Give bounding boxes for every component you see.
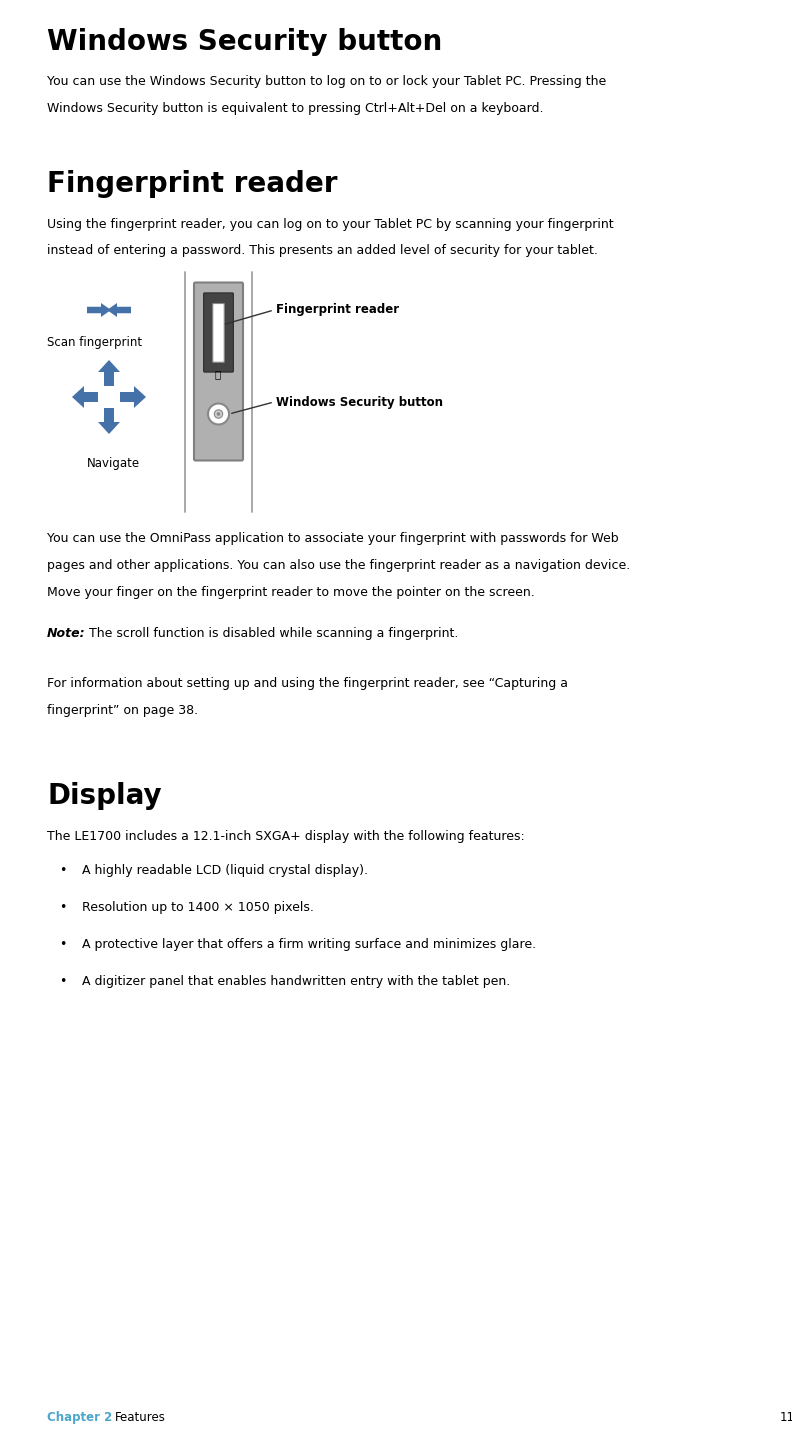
Text: Resolution up to 1400 × 1050 pixels.: Resolution up to 1400 × 1050 pixels. bbox=[82, 902, 314, 914]
Circle shape bbox=[215, 409, 223, 418]
Text: 🔑: 🔑 bbox=[215, 369, 221, 379]
Text: •: • bbox=[59, 937, 67, 952]
Text: •: • bbox=[59, 975, 67, 987]
Text: A protective layer that offers a firm writing surface and minimizes glare.: A protective layer that offers a firm wr… bbox=[82, 937, 536, 952]
Text: •: • bbox=[59, 864, 67, 877]
Text: You can use the OmniPass application to associate your fingerprint with password: You can use the OmniPass application to … bbox=[47, 532, 619, 545]
Text: •: • bbox=[59, 902, 67, 914]
Text: Windows Security button is equivalent to pressing Ctrl+Alt+Del on a keyboard.: Windows Security button is equivalent to… bbox=[47, 102, 543, 114]
Circle shape bbox=[217, 412, 220, 416]
FancyBboxPatch shape bbox=[194, 282, 243, 461]
Polygon shape bbox=[107, 303, 131, 318]
Text: 11: 11 bbox=[779, 1411, 792, 1424]
Text: Display: Display bbox=[47, 781, 162, 810]
Text: Move your finger on the fingerprint reader to move the pointer on the screen.: Move your finger on the fingerprint read… bbox=[47, 587, 535, 600]
Circle shape bbox=[208, 404, 229, 425]
Text: Windows Security button: Windows Security button bbox=[47, 29, 442, 56]
Text: The scroll function is disabled while scanning a fingerprint.: The scroll function is disabled while sc… bbox=[85, 627, 459, 640]
FancyBboxPatch shape bbox=[204, 293, 234, 372]
FancyBboxPatch shape bbox=[213, 303, 224, 362]
Text: The LE1700 includes a 12.1-inch SXGA+ display with the following features:: The LE1700 includes a 12.1-inch SXGA+ di… bbox=[47, 830, 525, 843]
Text: Navigate: Navigate bbox=[87, 456, 140, 469]
Text: Fingerprint reader: Fingerprint reader bbox=[47, 170, 337, 197]
Text: instead of entering a password. This presents an added level of security for you: instead of entering a password. This pre… bbox=[47, 245, 598, 258]
Text: pages and other applications. You can also use the fingerprint reader as a navig: pages and other applications. You can al… bbox=[47, 560, 630, 572]
Text: Fingerprint reader: Fingerprint reader bbox=[276, 303, 399, 316]
Polygon shape bbox=[98, 361, 120, 386]
Text: Scan fingerprint: Scan fingerprint bbox=[47, 336, 142, 349]
Polygon shape bbox=[98, 408, 120, 434]
Text: You can use the Windows Security button to log on to or lock your Tablet PC. Pre: You can use the Windows Security button … bbox=[47, 74, 606, 87]
Text: Windows Security button: Windows Security button bbox=[276, 395, 443, 408]
Text: Note:: Note: bbox=[47, 627, 86, 640]
Polygon shape bbox=[72, 386, 98, 408]
Text: For information about setting up and using the fingerprint reader, see “Capturin: For information about setting up and usi… bbox=[47, 677, 568, 690]
Text: A digitizer panel that enables handwritten entry with the tablet pen.: A digitizer panel that enables handwritt… bbox=[82, 975, 510, 987]
Polygon shape bbox=[87, 303, 111, 318]
Text: A highly readable LCD (liquid crystal display).: A highly readable LCD (liquid crystal di… bbox=[82, 864, 368, 877]
Text: Chapter 2: Chapter 2 bbox=[47, 1411, 112, 1424]
Text: Features: Features bbox=[115, 1411, 166, 1424]
Polygon shape bbox=[120, 386, 146, 408]
Text: fingerprint” on page 38.: fingerprint” on page 38. bbox=[47, 704, 198, 717]
Text: Using the fingerprint reader, you can log on to your Tablet PC by scanning your : Using the fingerprint reader, you can lo… bbox=[47, 218, 614, 230]
